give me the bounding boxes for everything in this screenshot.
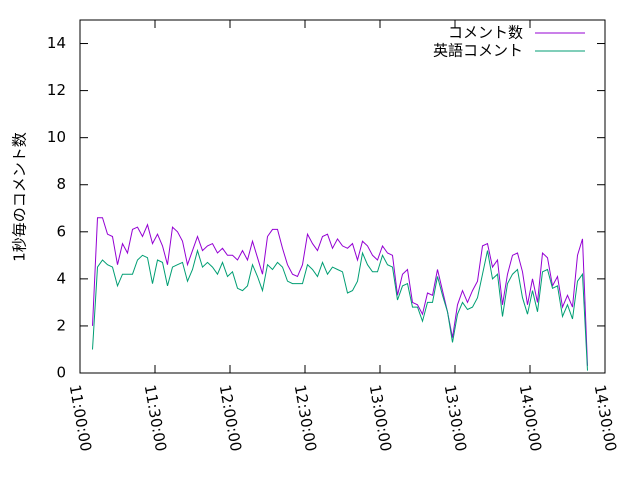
y-axis-label: 1秒毎のコメント数 bbox=[11, 132, 29, 262]
legend-label: 英語コメント bbox=[433, 42, 523, 60]
x-tick-label: 11:00:00 bbox=[66, 383, 95, 452]
y-tick-label: 14 bbox=[47, 34, 66, 52]
legend-label: コメント数 bbox=[448, 24, 523, 42]
x-tick-label: 11:30:00 bbox=[141, 383, 170, 452]
x-tick-label: 13:00:00 bbox=[366, 383, 395, 452]
x-tick-label: 12:00:00 bbox=[216, 383, 245, 452]
x-tick-label: 13:30:00 bbox=[441, 383, 470, 452]
series-line bbox=[92, 248, 588, 371]
plot-border bbox=[79, 19, 606, 374]
x-tick-label: 14:30:00 bbox=[591, 383, 620, 452]
y-tick-label: 12 bbox=[47, 81, 66, 99]
y-tick-label: 0 bbox=[56, 364, 66, 382]
series-line bbox=[92, 217, 588, 366]
y-tick-label: 2 bbox=[56, 316, 66, 334]
y-tick-label: 4 bbox=[56, 269, 66, 287]
y-tick-label: 6 bbox=[56, 222, 66, 240]
x-tick-label: 12:30:00 bbox=[291, 383, 320, 452]
y-tick-label: 10 bbox=[47, 128, 66, 146]
x-tick-label: 14:00:00 bbox=[516, 383, 545, 452]
y-tick-label: 8 bbox=[56, 175, 66, 193]
